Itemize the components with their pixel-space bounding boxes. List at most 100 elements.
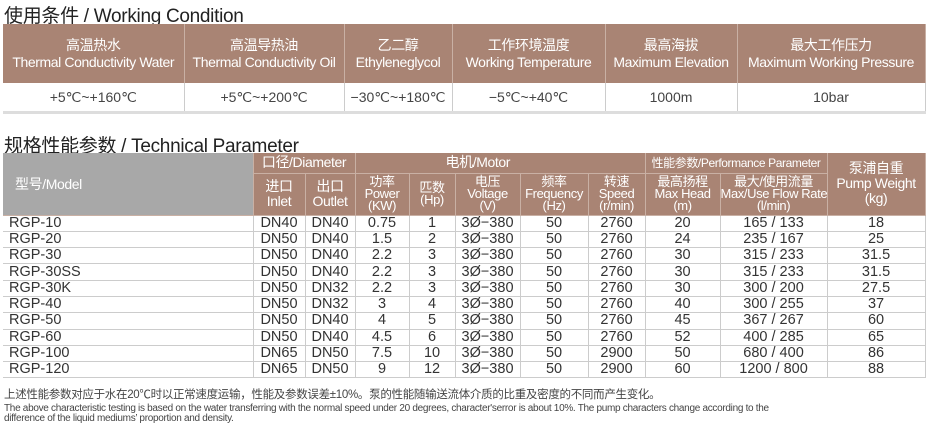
table-cell: 367 / 267 — [720, 312, 828, 330]
condition-value: 1000m — [605, 83, 738, 114]
sub-header-cn: 电压 — [474, 174, 501, 189]
table-cell: 3 — [409, 280, 456, 297]
technical-parameter-title: 规格性能参数 / Technical Parameter — [4, 136, 299, 157]
table-cell: 3Ø−380 — [455, 231, 521, 249]
table-cell: 315 / 233 — [720, 247, 828, 265]
table-cell: 10 — [409, 345, 456, 363]
note-en-1: The above characteristic testing is base… — [4, 403, 769, 414]
condition-value: −30℃~+180℃ — [344, 83, 453, 114]
table-cell: 37 — [827, 296, 926, 314]
sub-header-unit: (l/min) — [756, 198, 791, 213]
table-cell: 4 — [355, 312, 410, 330]
condition-header: 高温导热油 Thermal Conductivity Oil — [184, 24, 345, 83]
table-cell: RGP-30 — [3, 247, 254, 265]
table-cell: 2.2 — [355, 280, 410, 297]
table-cell: 3Ø−380 — [455, 361, 521, 379]
table-cell: 300 / 255 — [720, 296, 828, 314]
sub-header: 匹数 (Hp) — [409, 173, 456, 216]
table-cell: DN40 — [253, 215, 306, 232]
table-cell: 3Ø−380 — [455, 329, 521, 346]
sub-header-en: Inlet — [266, 193, 292, 209]
table-cell: RGP-20 — [3, 231, 254, 249]
pump-weight-header: 泵浦自重 Pump Weight (kg) — [827, 153, 926, 216]
condition-header: 最高海拔 Maximum Elevation — [605, 24, 738, 83]
table-cell: 50 — [520, 263, 589, 281]
sub-header-cn: 频率 — [541, 174, 567, 189]
table-cell: DN40 — [305, 329, 356, 346]
sub-header-cn: 最高扬程 — [657, 174, 708, 189]
table-cell: 24 — [645, 231, 721, 249]
table-cell: 3Ø−380 — [455, 312, 521, 330]
table-cell: 2.2 — [355, 263, 410, 281]
table-cell: 50 — [645, 345, 721, 363]
table-cell: DN32 — [305, 280, 356, 297]
table-cell: 50 — [520, 345, 589, 363]
table-cell: 1.5 — [355, 231, 410, 249]
table-cell: 235 / 167 — [720, 231, 828, 249]
table-cell: 2900 — [588, 361, 646, 379]
table-cell: DN32 — [305, 296, 356, 314]
performance-header: 性能参数/Performance Parameter — [645, 153, 828, 174]
sub-header-cn: 进口 — [265, 178, 293, 194]
condition-header: 高温热水 Thermal Conductivity Water — [3, 24, 185, 83]
weight-unit: (kg) — [864, 190, 888, 207]
condition-cn: 高温热水 — [66, 36, 121, 53]
table-cell: 2900 — [588, 345, 646, 363]
condition-en: Thermal Conductivity Oil — [192, 53, 336, 70]
table-cell: 2.2 — [355, 247, 410, 265]
weight-cn: 泵浦自重 — [848, 160, 904, 177]
technical-parameter-table: 型号/Model 口径/Diameter 电机/Motor 性能参数/Perfo… — [3, 153, 926, 379]
sub-header-en: Speed — [598, 186, 635, 201]
table-cell: 2760 — [588, 263, 646, 281]
sub-header: 出口 Outlet — [305, 173, 356, 216]
table-cell: DN40 — [305, 215, 356, 232]
table-cell: 2760 — [588, 280, 646, 297]
table-cell: DN50 — [305, 361, 356, 379]
sub-header-unit: (V) — [479, 198, 496, 213]
table-cell: RGP-40 — [3, 296, 254, 314]
table-row: RGP-30K DN50 DN32 2.2 3 3Ø−380 50 2760 30 300 / 2… — [3, 280, 926, 297]
table-cell: 65 — [827, 329, 926, 346]
table-row: RGP-10 DN40 DN40 0.75 1 3Ø−380 50 2760 20 165 / 1… — [3, 215, 926, 232]
sub-header: 最大/使用流量 Max/Use Flow Rate (l/min) — [720, 173, 828, 216]
table-row: RGP-50 DN50 DN40 4 5 3Ø−380 50 2760 45 367 / 267 6… — [3, 312, 926, 330]
sub-header-unit: (r/min) — [599, 198, 634, 213]
table-cell: DN50 — [305, 345, 356, 363]
note-cn: 上述性能参数对应于水在20℃时以正常速度运输，性能及参数误差±10%。泵的性能随… — [4, 389, 661, 401]
table-cell: RGP-120 — [3, 361, 254, 379]
note-en-2: difference of the liquid mediums’ propor… — [4, 413, 234, 424]
condition-en: Maximum Working Pressure — [748, 53, 914, 70]
table-cell: DN50 — [253, 247, 306, 265]
table-cell: DN65 — [253, 361, 306, 379]
table-cell: 3Ø−380 — [455, 247, 521, 265]
condition-en: Ethyleneglycol — [355, 53, 441, 70]
table-row: RGP-40 DN50 DN32 3 4 3Ø−380 50 2760 40 300 / 255 3… — [3, 296, 926, 314]
sub-header-cn: 匹数 — [419, 180, 445, 195]
sub-header: 频率 Frequency (Hz) — [520, 173, 589, 216]
table-cell: 680 / 400 — [720, 345, 828, 363]
table-cell: 86 — [827, 345, 926, 363]
table-cell: 0.75 — [355, 215, 410, 232]
condition-cn: 乙二醇 — [377, 36, 419, 53]
sub-header: 进口 Inlet — [253, 173, 306, 216]
table-cell: RGP-60 — [3, 329, 254, 346]
condition-value: +5℃~+160℃ — [3, 83, 185, 114]
table-cell: DN50 — [253, 263, 306, 281]
condition-cn: 最高海拔 — [643, 36, 699, 53]
condition-cn: 高温导热油 — [230, 36, 298, 53]
table-cell: 2760 — [588, 247, 646, 265]
table-cell: 18 — [827, 215, 926, 232]
sub-header-cn: 功率 — [369, 174, 395, 189]
table-cell: 31.5 — [827, 247, 926, 265]
condition-cn: 最大工作压力 — [790, 36, 872, 53]
sub-header-en: Frequency — [525, 186, 583, 201]
table-cell: 3 — [409, 247, 456, 265]
table-cell: 3Ø−380 — [455, 345, 521, 363]
table-cell: DN40 — [305, 312, 356, 330]
table-cell: 30 — [645, 263, 721, 281]
table-cell: 50 — [520, 231, 589, 249]
table-cell: 315 / 233 — [720, 263, 828, 281]
weight-en: Pump Weight — [836, 175, 916, 192]
table-cell: RGP-100 — [3, 345, 254, 363]
sub-header: 电压 Voltage (V) — [455, 173, 521, 216]
